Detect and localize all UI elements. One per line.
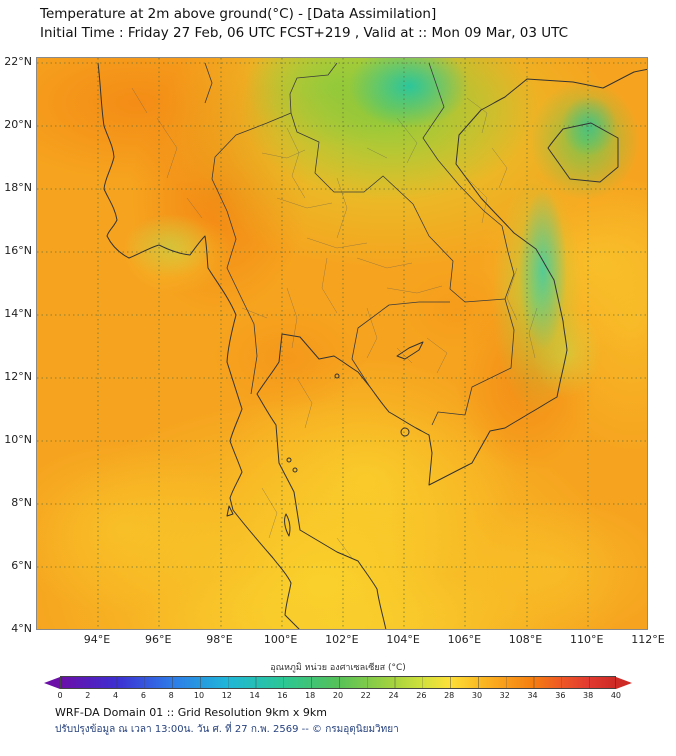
x-tick-label: 104°E (386, 633, 420, 646)
colorbar-right-arrow-icon (616, 676, 632, 689)
x-tick-label: 100°E (263, 633, 298, 646)
y-tick-label: 18°N (4, 181, 32, 194)
footer-model-info: WRF-DA Domain 01 :: Grid Resolution 9km … (55, 706, 327, 719)
colorbar-tick-label: 16 (277, 691, 288, 700)
colorbar-tick-label: 14 (249, 691, 260, 700)
colorbar-tick-label: 36 (555, 691, 566, 700)
colorbar-tick-label: 2 (85, 691, 91, 700)
colorbar-tick-labels: 0 2 4 6 8 10 12 14 16 18 20 22 24 26 28 30 32 34 36 38 40 (47, 691, 629, 700)
y-tick-label: 22°N (4, 55, 32, 68)
colorbar-tick-label: 30 (471, 691, 483, 700)
grid-lines (37, 58, 647, 629)
colorbar-tick-label: 34 (527, 691, 538, 700)
y-tick-label: 20°N (4, 118, 32, 131)
colorbar-tick-label: 22 (360, 691, 371, 700)
colorbar-tick-label: 24 (388, 691, 399, 700)
colorbar-tick-label: 0 (57, 691, 63, 700)
country-borders (204, 62, 515, 426)
colorbar-tick-label: 20 (332, 691, 344, 700)
colorbar-left-arrow-icon (44, 676, 60, 689)
y-axis-labels: 22°N 20°N 18°N 16°N 14°N 12°N 10°N 8°N 6°N 4°N (0, 54, 34, 637)
y-tick-label: 16°N (4, 244, 32, 257)
page-title: Temperature at 2m above ground(°C) - [Da… (40, 6, 437, 22)
colorbar-gradient (60, 676, 616, 689)
colorbar-tick-label: 28 (444, 691, 455, 700)
colorbar-tick-label: 12 (221, 691, 232, 700)
y-tick-label: 4°N (11, 622, 32, 635)
footer-update-info: ปรับปรุงข้อมูล ณ เวลา 13:00น. วัน ศ. ที่… (55, 724, 399, 735)
y-tick-label: 6°N (11, 559, 32, 572)
province-borders (131, 87, 538, 559)
y-tick-label: 8°N (11, 496, 32, 509)
x-tick-label: 96°E (144, 633, 172, 646)
colorbar-tick-label: 10 (193, 691, 205, 700)
x-axis-labels: 94°E 96°E 98°E 100°E 102°E 104°E 106°E 108°E 110… (75, 633, 670, 647)
x-tick-label: 106°E (447, 633, 482, 646)
colorbar-tick-label: 6 (140, 691, 146, 700)
x-tick-label: 112°E (631, 633, 665, 646)
x-tick-label: 110°E (570, 633, 604, 646)
colorbar-tick-label: 26 (416, 691, 427, 700)
colorbar-tick-label: 38 (583, 691, 594, 700)
map-overlay (37, 58, 647, 629)
colorbar-tick-label: 4 (113, 691, 119, 700)
colorbar-tick-label: 32 (499, 691, 510, 700)
x-tick-label: 108°E (508, 633, 543, 646)
map-plot (36, 57, 648, 630)
colorbar-title: อุณหภูมิ หน่วย องศาเซลเซียส (°C) (270, 663, 406, 673)
y-tick-label: 14°N (4, 307, 32, 320)
colorbar-tick-label: 40 (610, 691, 622, 700)
x-tick-label: 98°E (206, 633, 233, 646)
temperature-field (37, 58, 647, 629)
page-subtitle: Initial Time : Friday 27 Feb, 06 UTC FCS… (40, 25, 569, 41)
colorbar (44, 676, 632, 689)
y-tick-label: 10°N (4, 433, 32, 446)
x-tick-label: 102°E (325, 633, 359, 646)
colorbar-tick-label: 18 (305, 691, 316, 700)
coastlines (97, 62, 647, 629)
colorbar-tick-label: 8 (168, 691, 174, 700)
x-tick-label: 94°E (83, 633, 111, 646)
y-tick-label: 12°N (4, 370, 32, 383)
